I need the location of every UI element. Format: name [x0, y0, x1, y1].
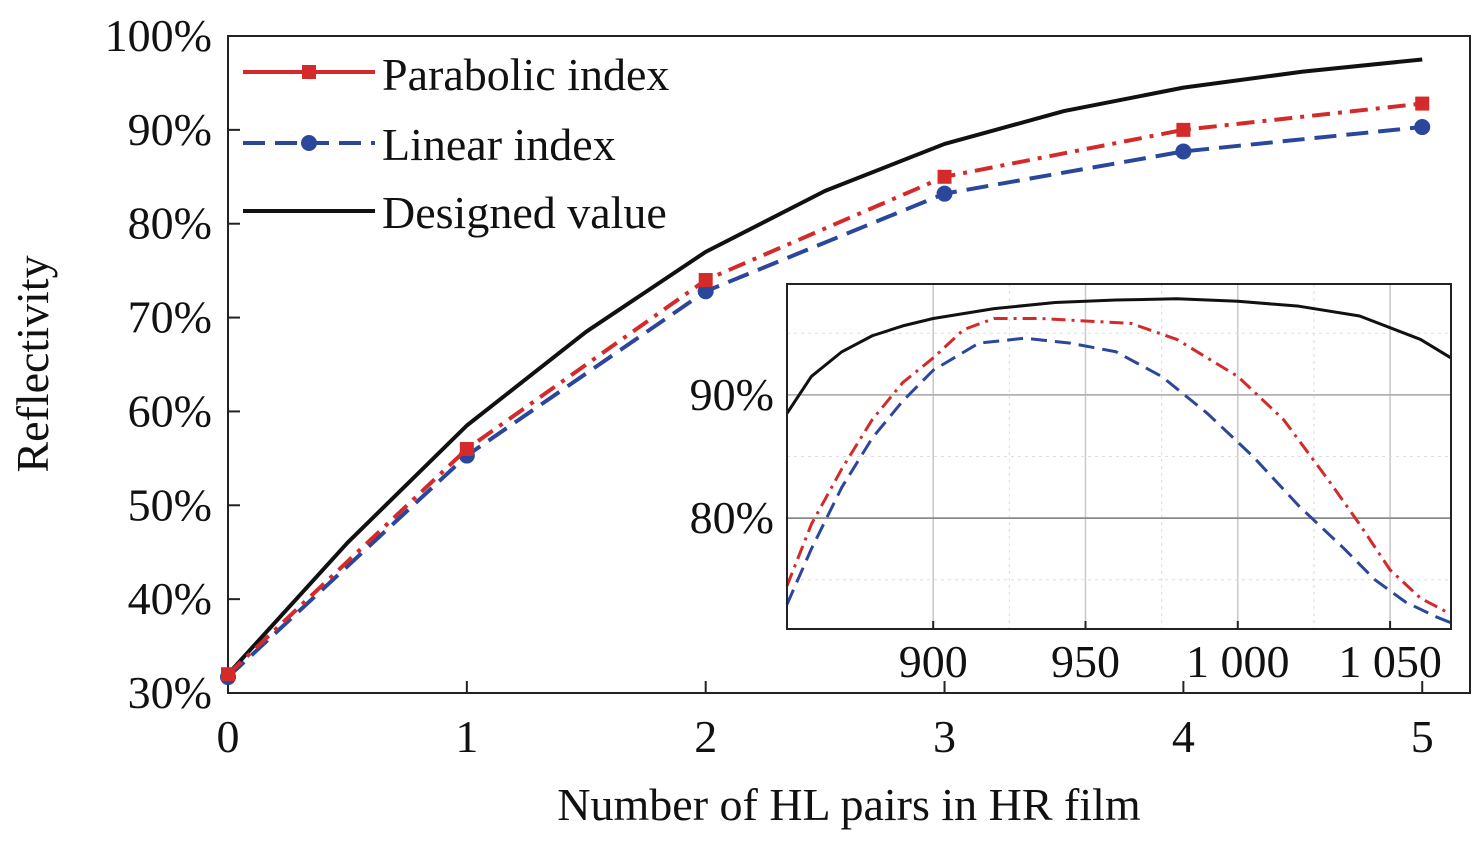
inset-designed-curve: [785, 297, 1452, 415]
inset-linear-curve: [785, 336, 1452, 625]
legend-label-linear: Linear index: [382, 119, 616, 170]
x-tick-label: 1: [455, 711, 478, 762]
inset-grid: [787, 284, 1451, 629]
parabolic-point: [221, 667, 235, 682]
parabolic-point: [1415, 96, 1430, 111]
inset-y-tick-label: 90%: [690, 369, 774, 420]
inset-frame: [786, 283, 1452, 630]
y-tick-label: 100%: [105, 10, 212, 61]
series-line-linear-index: [226, 125, 1423, 679]
legend-label-parabolic: Parabolic index: [382, 49, 669, 100]
y-tick-label: 80%: [128, 198, 212, 249]
inset-x-tick-label: 1 050: [1338, 636, 1442, 687]
y-tick-label: 70%: [128, 292, 212, 343]
inset-y-tick-label: 80%: [690, 492, 774, 543]
x-tick-label: 4: [1172, 711, 1195, 762]
inset-parabolic-curve: [785, 317, 1452, 616]
inset-axis-ticks: 900 950 1 000 1 050 80% 90%: [690, 369, 1442, 687]
y-tick-label: 90%: [128, 104, 212, 155]
inset-series: [785, 297, 1452, 625]
main-plot-series: [220, 57, 1431, 686]
main-axis-ticks: 30% 40% 50% 60% 70% 80% 90% 100% 0 1 2 3 4 5: [105, 10, 1434, 762]
linear-point: [936, 185, 953, 202]
linear-point: [697, 283, 714, 300]
x-tick-label: 5: [1411, 711, 1434, 762]
y-tick-label: 50%: [128, 479, 212, 530]
legend: Parabolic index Linear index Designed va…: [243, 49, 669, 238]
inset-x-tick-label: 900: [899, 636, 968, 687]
y-axis-label: Reflectivity: [7, 255, 58, 472]
parabolic-point: [937, 169, 952, 184]
inset-x-tick-label: 1 000: [1186, 636, 1290, 687]
parabolic-point: [1176, 122, 1191, 137]
inset-chart: 900 950 1 000 1 050 80% 90%: [690, 283, 1452, 687]
legend-marker-parabolic: [302, 65, 316, 79]
x-axis-label: Number of HL pairs in HR film: [557, 779, 1141, 830]
linear-point: [1175, 143, 1192, 160]
legend-marker-linear: [301, 135, 317, 151]
y-tick-label: 40%: [128, 573, 212, 624]
x-tick-label: 2: [694, 711, 717, 762]
parabolic-point: [698, 273, 713, 288]
series-line-parabolic-index: [226, 101, 1423, 676]
inset-x-tick-label: 950: [1051, 636, 1120, 687]
linear-point: [1414, 119, 1431, 136]
x-tick-label: 0: [217, 711, 240, 762]
x-tick-label: 3: [933, 711, 956, 762]
main-plot-frame: [227, 35, 1471, 694]
series-line-designed-value: [226, 57, 1423, 676]
legend-label-designed: Designed value: [382, 187, 667, 238]
parabolic-point: [459, 441, 474, 456]
y-tick-label: 60%: [128, 385, 212, 436]
y-tick-label: 30%: [128, 667, 212, 718]
